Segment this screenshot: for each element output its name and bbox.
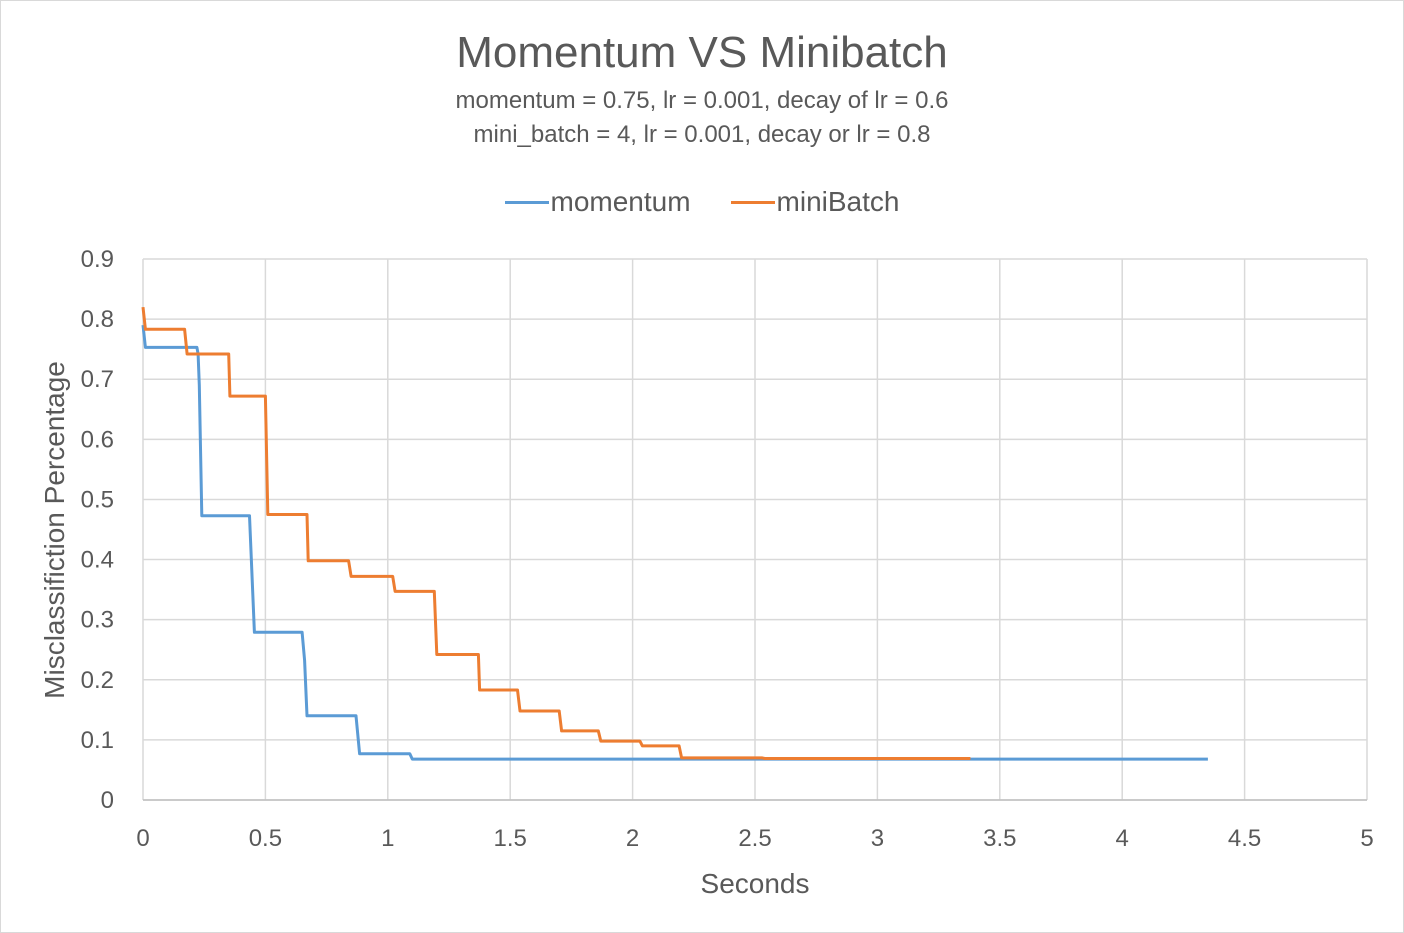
x-tick-label: 4.5 [1228, 825, 1261, 852]
x-tick-label: 0 [136, 825, 149, 852]
chart-title: Momentum VS Minibatch [456, 28, 948, 77]
series-lines [141, 306, 1208, 761]
y-tick-label: 0 [101, 787, 114, 814]
x-tick-label: 2.5 [738, 825, 771, 852]
x-axis-label: Seconds [701, 868, 810, 899]
y-tick-label: 0.6 [81, 426, 114, 453]
legend-label-momentum: momentum [550, 186, 691, 217]
x-tick-label: 5 [1360, 825, 1373, 852]
x-tick-label: 0.5 [249, 825, 282, 852]
chart-legend: momentum miniBatch [0, 186, 1404, 218]
x-tick-label: 3.5 [983, 825, 1016, 852]
legend-item-minibatch: miniBatch [730, 186, 900, 218]
legend-swatch-minibatch [730, 200, 775, 204]
x-axis-ticks: 0 0.5 1 1.5 2 2.5 3 3.5 4 4.5 5 [136, 825, 1373, 852]
y-tick-label: 0.4 [81, 547, 114, 574]
y-tick-label: 0.1 [81, 727, 114, 754]
y-tick-label: 0.7 [81, 366, 114, 393]
legend-item-momentum: momentum [504, 186, 691, 218]
grid-lines [142, 258, 1368, 801]
chart-subtitle-line-2: mini_batch = 4, lr = 0.001, decay or lr … [473, 121, 931, 148]
legend-swatch-momentum [504, 200, 549, 204]
y-tick-label: 0.5 [81, 486, 114, 513]
x-tick-label: 3 [871, 825, 884, 852]
y-axis-label: Misclassifiction Percentage [39, 361, 70, 699]
x-tick-label: 4 [1116, 825, 1129, 852]
series-line-minibatch [141, 306, 971, 760]
y-tick-label: 0.2 [81, 667, 114, 694]
chart-subtitle-line-1: momentum = 0.75, lr = 0.001, decay of lr… [455, 87, 949, 114]
x-tick-label: 1.5 [494, 825, 527, 852]
x-tick-label: 2 [626, 825, 639, 852]
legend-label-minibatch: miniBatch [776, 186, 900, 217]
x-tick-label: 1 [381, 825, 394, 852]
series-line-momentum [141, 324, 1208, 761]
y-tick-label: 0.9 [81, 246, 114, 273]
y-tick-label: 0.3 [81, 607, 114, 634]
y-axis-ticks: 0 0.1 0.2 0.3 0.4 0.5 0.6 0.7 0.8 0.9 [81, 246, 114, 814]
y-tick-label: 0.8 [81, 306, 114, 333]
